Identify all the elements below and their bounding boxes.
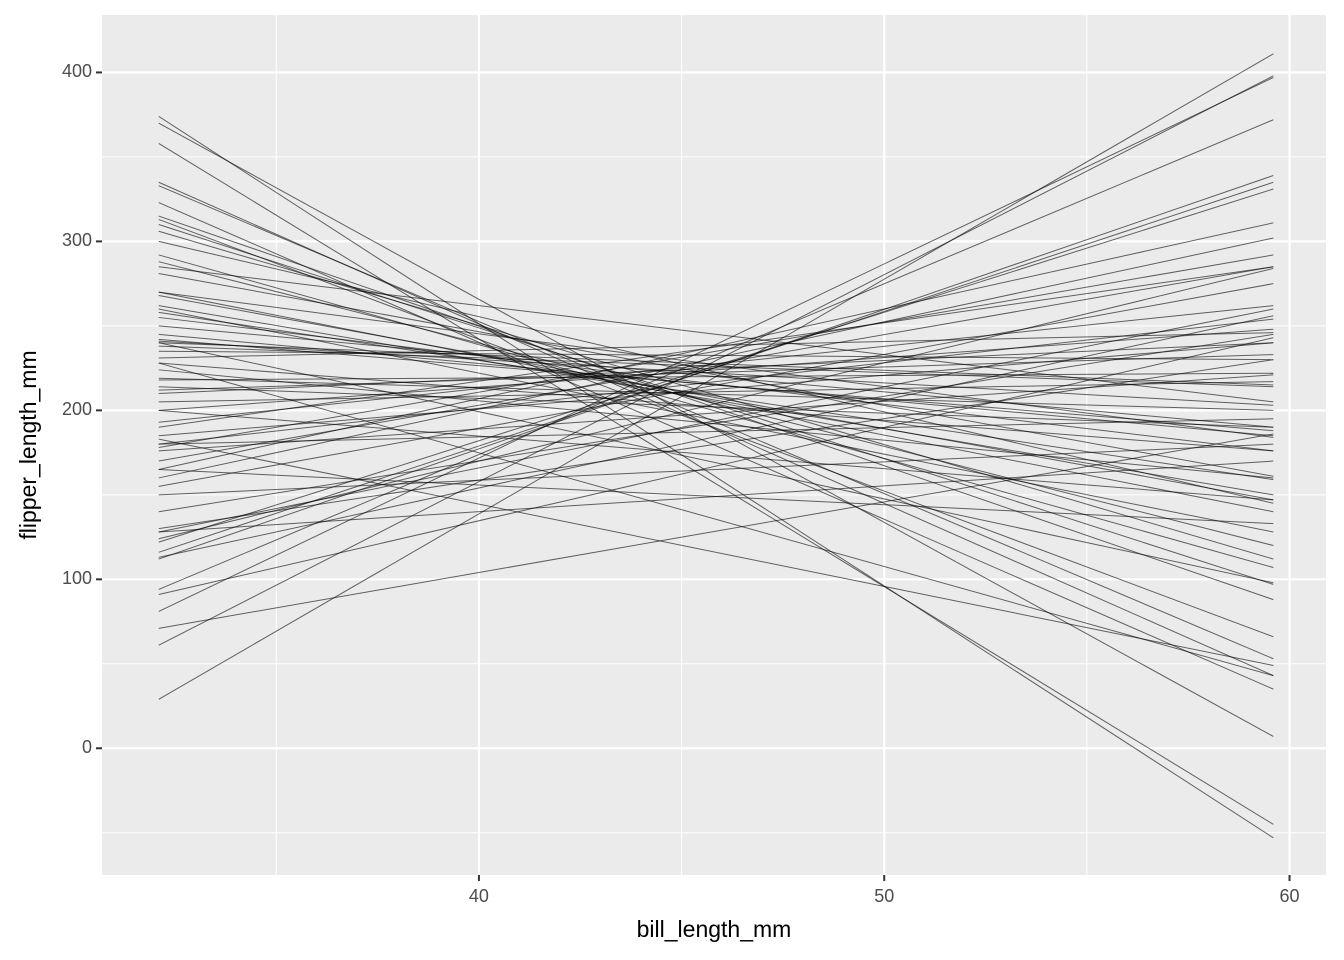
line xyxy=(158,181,1274,553)
line xyxy=(158,328,1274,411)
y-axis-title: flipper_length_mm xyxy=(15,350,41,539)
line xyxy=(158,359,1274,530)
y-tick-label: 100 xyxy=(62,568,92,588)
line xyxy=(158,460,1274,533)
line xyxy=(158,311,1274,481)
line xyxy=(158,386,1274,428)
line xyxy=(158,305,1274,496)
line xyxy=(158,291,1274,438)
line xyxy=(158,291,1274,513)
line xyxy=(158,202,1274,690)
line xyxy=(158,381,1274,403)
line xyxy=(158,188,1274,543)
line xyxy=(158,342,1274,386)
line xyxy=(158,119,1274,590)
y-tick-label: 0 xyxy=(82,737,92,757)
line xyxy=(158,267,1274,540)
x-tick-label: 60 xyxy=(1280,886,1300,906)
line xyxy=(158,294,1274,501)
line xyxy=(158,362,1274,677)
line xyxy=(158,409,1274,501)
line xyxy=(158,433,1274,629)
line xyxy=(158,318,1274,445)
line xyxy=(158,266,1274,403)
line xyxy=(158,418,1274,445)
x-axis-title: bill_length_mm xyxy=(637,916,792,942)
line xyxy=(158,77,1274,612)
line xyxy=(158,337,1274,596)
line xyxy=(158,266,1274,428)
line xyxy=(158,342,1274,584)
line xyxy=(158,308,1274,533)
line xyxy=(158,333,1274,513)
line xyxy=(158,230,1274,560)
line xyxy=(158,142,1274,825)
y-tick-label: 400 xyxy=(62,61,92,81)
x-tick-label: 40 xyxy=(469,886,489,906)
line xyxy=(158,115,1274,839)
line xyxy=(158,342,1274,394)
line xyxy=(158,342,1274,437)
line xyxy=(158,443,1274,496)
y-tick-label: 200 xyxy=(62,399,92,419)
line xyxy=(158,185,1274,660)
line xyxy=(158,237,1274,479)
line xyxy=(158,377,1274,411)
line xyxy=(158,315,1274,558)
line xyxy=(158,372,1274,381)
line xyxy=(158,338,1274,432)
line xyxy=(158,438,1274,666)
line xyxy=(158,273,1274,477)
x-tick-label: 50 xyxy=(874,886,894,906)
line xyxy=(158,240,1274,504)
line xyxy=(158,75,1274,646)
line xyxy=(158,222,1274,470)
line xyxy=(158,224,1274,585)
line xyxy=(158,332,1274,359)
y-tick-label: 300 xyxy=(62,230,92,250)
line xyxy=(158,316,1274,452)
line xyxy=(158,122,1274,737)
line xyxy=(158,340,1274,406)
line xyxy=(158,215,1274,601)
